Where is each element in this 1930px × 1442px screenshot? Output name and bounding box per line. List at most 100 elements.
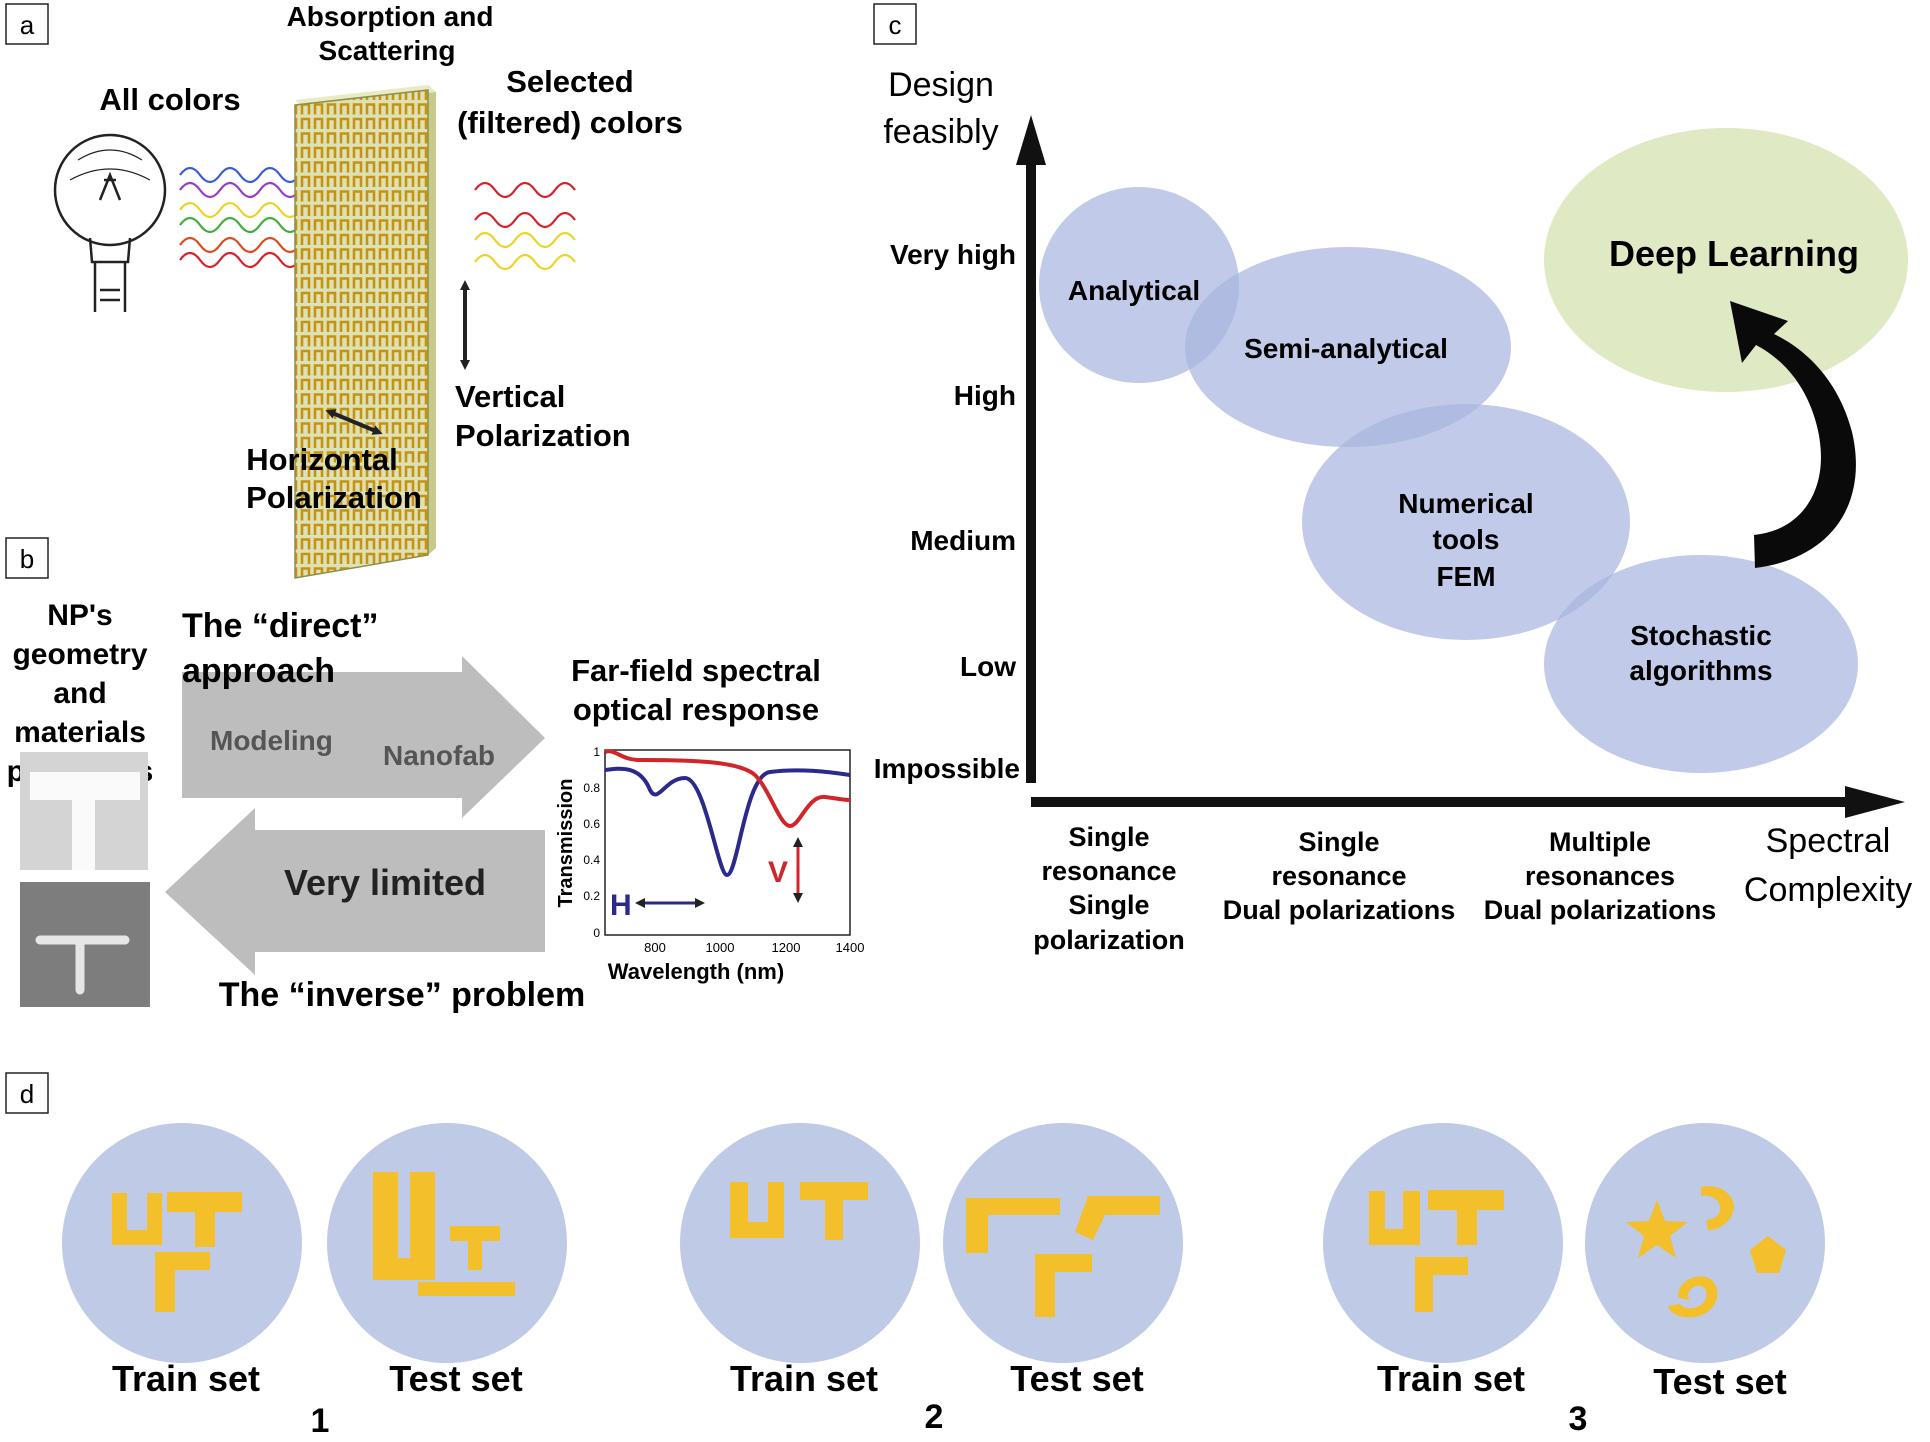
train-set-circle-1 <box>62 1123 302 1363</box>
xcat-1-line-3: Single <box>1068 890 1149 920</box>
panel-b: b NP's geometry and materials properties… <box>5 537 864 1014</box>
stochastic-ellipse <box>1544 555 1858 773</box>
train-set-circle-3 <box>1323 1123 1563 1363</box>
v-label: V <box>768 856 788 889</box>
semi-analytical-label: Semi-analytical <box>1244 333 1448 364</box>
numerical-label-2: tools <box>1433 524 1500 555</box>
panel-c: c Design feasibly Spectral Complexity Ve… <box>873 3 1912 955</box>
direct-label-1: The “direct” <box>182 607 378 645</box>
plot-xlabel: Wavelength (nm) <box>608 959 784 984</box>
curved-arrow <box>1730 301 1856 568</box>
xcat-2-line-1: Single <box>1298 827 1379 857</box>
xcat-1-line-1: Single <box>1068 822 1149 852</box>
vertical-label-2: Polarization <box>455 418 631 453</box>
light-bulb-icon <box>53 133 167 312</box>
panel-a: a <box>5 1 683 579</box>
incident-waves <box>179 166 301 269</box>
vertical-label-1: Vertical <box>455 379 565 414</box>
selected-label-1: Selected <box>506 64 634 99</box>
y-axis-title-2: feasibly <box>883 113 998 151</box>
h-label: H <box>610 889 632 922</box>
panel-label-a: a <box>20 10 35 40</box>
star-shape <box>1626 1200 1688 1258</box>
train-set-label-1: Train set <box>112 1358 260 1399</box>
xcat-3-line-2: resonances <box>1525 861 1675 891</box>
modeling-label: Modeling <box>210 725 333 756</box>
xcat-2-line-3: Dual polarizations <box>1223 895 1456 925</box>
train-shapes-1 <box>112 1192 242 1312</box>
transmitted-waves <box>474 181 576 271</box>
direct-arrow <box>182 656 545 818</box>
level-very-high: Very high <box>890 239 1016 270</box>
test-set-circle-2 <box>943 1123 1183 1363</box>
stochastic-label-2: algorithms <box>1629 655 1772 686</box>
test-set-circle-1 <box>327 1123 567 1363</box>
ytick-0.6: 0.6 <box>583 817 600 831</box>
panel-label-c: c <box>889 10 902 40</box>
deep-learning-label: Deep Learning <box>1609 233 1859 274</box>
ytick-0.2: 0.2 <box>583 889 600 903</box>
level-medium: Medium <box>910 525 1016 556</box>
xtick-1200: 1200 <box>772 940 801 955</box>
ytick-0.4: 0.4 <box>583 853 600 867</box>
farfield-label-2: optical response <box>573 692 819 727</box>
test-shapes-2 <box>966 1196 1160 1317</box>
pentagon-shape <box>1750 1236 1786 1273</box>
panel-label-d: d <box>20 1079 34 1109</box>
test-set-label-3: Test set <box>1653 1361 1786 1402</box>
test-shapes-3 <box>1626 1186 1786 1318</box>
x-axis-title-2: Complexity <box>1744 871 1912 909</box>
xtick-1400: 1400 <box>836 940 865 955</box>
horizontal-polarization-arrow <box>325 409 383 435</box>
inverse-arrow <box>165 808 545 975</box>
very-limited-label: Very limited <box>284 862 486 903</box>
curl-shape <box>1668 1276 1718 1318</box>
absorption-label-2: Scattering <box>319 35 456 66</box>
metasurface-panel <box>294 85 436 579</box>
inverse-label: The “inverse” problem <box>219 976 586 1014</box>
np-label-2: geometry <box>12 638 147 671</box>
np-label-3: and <box>53 677 106 710</box>
train-shapes-3 <box>1369 1190 1504 1312</box>
test-shapes-1 <box>373 1172 515 1296</box>
direct-label-2: approach <box>182 652 335 690</box>
test-set-circle-3 <box>1585 1123 1825 1363</box>
x-axis-title-1: Spectral <box>1766 822 1891 860</box>
xcat-3-line-1: Multiple <box>1549 827 1651 857</box>
test-set-label-2: Test set <box>1010 1358 1143 1399</box>
xtick-800: 800 <box>644 940 666 955</box>
level-impossible: Impossible <box>874 753 1020 784</box>
farfield-label-1: Far-field spectral <box>571 653 821 688</box>
train-shapes-2 <box>730 1182 868 1240</box>
selected-label-2: (filtered) colors <box>457 105 683 140</box>
absorption-label-1: Absorption and <box>287 1 494 32</box>
xcat-2-line-2: resonance <box>1271 861 1406 891</box>
numerical-ellipse <box>1302 404 1630 640</box>
level-low: Low <box>960 651 1016 682</box>
numerical-label-1: Numerical <box>1398 488 1533 519</box>
group-number-3: 3 <box>1569 1400 1588 1437</box>
plot-ylabel: Transmission <box>555 779 577 908</box>
train-set-circle-2 <box>680 1123 920 1363</box>
semi-analytical-ellipse <box>1185 247 1511 447</box>
horizontal-label-1: Horizontal <box>246 442 398 477</box>
red-spectrum-curve <box>604 749 851 829</box>
arc-shape <box>1701 1186 1734 1230</box>
group-number-1: 1 <box>311 1402 330 1437</box>
blue-spectrum-curve <box>604 766 851 878</box>
ytick-0.8: 0.8 <box>583 781 600 795</box>
np-label-1: NP's <box>47 599 113 632</box>
y-axis-arrowhead <box>1016 115 1046 165</box>
train-set-label-3: Train set <box>1377 1358 1525 1399</box>
xtick-1000: 1000 <box>706 940 735 955</box>
train-set-label-2: Train set <box>730 1358 878 1399</box>
analytical-label: Analytical <box>1068 275 1200 306</box>
horizontal-label-2: Polarization <box>246 480 422 515</box>
y-axis-title-1: Design <box>888 66 994 104</box>
x-axis-arrowhead <box>1845 786 1905 818</box>
transmission-plot: 1 0.8 0.6 0.4 0.2 0 800 1000 1200 1400 W… <box>555 745 864 984</box>
panel-d: d Train set Test set 1 Train set <box>5 1072 1825 1440</box>
np-design-image <box>20 752 148 870</box>
xcat-3-line-3: Dual polarizations <box>1484 895 1717 925</box>
